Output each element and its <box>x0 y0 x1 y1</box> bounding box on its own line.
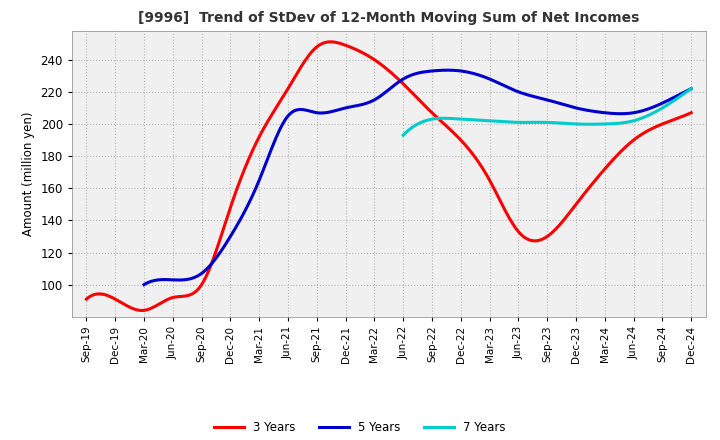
5 Years <box>444 67 452 73</box>
Y-axis label: Amount (million yen): Amount (million yen) <box>22 112 35 236</box>
5 Years <box>477 73 485 78</box>
7 Years <box>660 104 669 110</box>
7 Years <box>687 86 696 91</box>
Line: 5 Years: 5 Years <box>144 70 691 285</box>
5 Years <box>687 86 696 91</box>
5 Years <box>140 282 148 287</box>
7 Years <box>570 121 579 127</box>
7 Years <box>400 132 408 137</box>
3 Years <box>84 295 93 300</box>
7 Years <box>399 132 408 138</box>
7 Years <box>575 121 584 127</box>
5 Years <box>603 110 611 116</box>
Line: 3 Years: 3 Years <box>86 42 691 311</box>
3 Years <box>82 297 91 302</box>
3 Years <box>137 308 145 313</box>
5 Years <box>637 108 646 114</box>
3 Years <box>634 134 643 139</box>
3 Years <box>327 39 336 44</box>
Line: 7 Years: 7 Years <box>403 88 691 135</box>
Title: [9996]  Trend of StDev of 12-Month Moving Sum of Net Incomes: [9996] Trend of StDev of 12-Month Moving… <box>138 11 639 26</box>
7 Years <box>642 114 650 119</box>
7 Years <box>570 121 578 127</box>
5 Years <box>142 281 150 286</box>
3 Years <box>444 125 453 131</box>
3 Years <box>446 127 455 132</box>
3 Years <box>596 172 605 177</box>
3 Years <box>687 110 696 115</box>
5 Years <box>465 70 474 75</box>
Legend: 3 Years, 5 Years, 7 Years: 3 Years, 5 Years, 7 Years <box>210 416 510 439</box>
5 Years <box>467 70 476 76</box>
3 Years <box>456 137 465 143</box>
